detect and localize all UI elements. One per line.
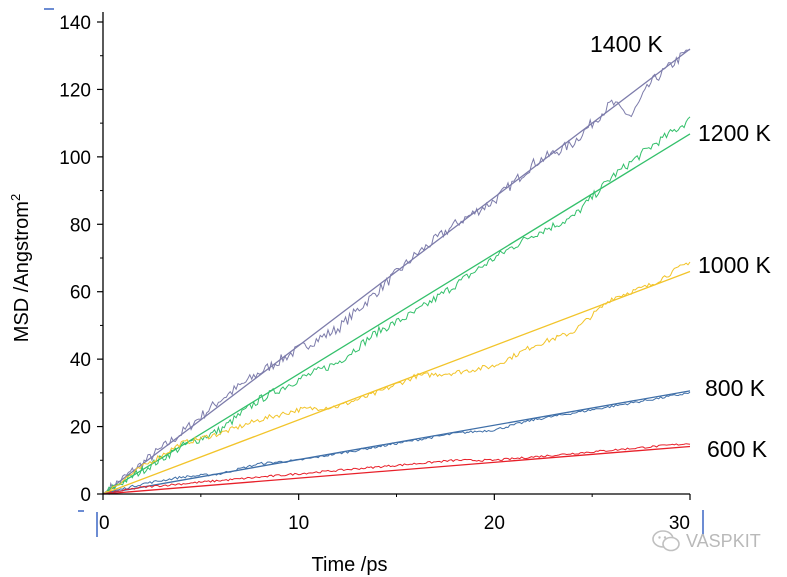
fit-line-4: [102, 445, 691, 495]
series-line-4: [102, 443, 691, 495]
series-labels: 1400 K 1200 K 1000 K 800 K 600 K: [590, 31, 772, 462]
fit-line-2: [102, 270, 691, 495]
series-label-0: 1400 K: [590, 31, 664, 57]
x-tick-label-2: 20: [484, 513, 505, 534]
fit-line-0: [102, 48, 691, 495]
plot-series: [102, 48, 691, 496]
y-axis-title-superscript: 2: [8, 194, 23, 201]
series-line-3: [102, 391, 691, 495]
axes: 0 20 40 60 80 100 120 140 0 10 20 30 Time /ps MSD /An…: [8, 8, 704, 576]
y-tick-label-7: 140: [59, 13, 91, 34]
watermark-text: VASPKIT: [686, 530, 761, 551]
watermark: VASPKIT: [652, 530, 761, 552]
wechat-icon: [652, 530, 680, 552]
series-label-2: 1000 K: [698, 252, 772, 278]
x-tick-label-0: 0: [99, 513, 110, 534]
series-line-2: [102, 261, 691, 495]
x-axis-title: Time /ps: [312, 554, 388, 576]
series-label-4: 600 K: [707, 436, 768, 462]
y-tick-label-5: 100: [59, 148, 91, 169]
y-tick-label-2: 40: [70, 350, 91, 371]
y-tick-label-1: 20: [70, 418, 91, 439]
x-tick-label-3: 30: [669, 513, 690, 534]
y-tick-label-0: 0: [80, 485, 91, 506]
y-axis-title: MSD /Angstrom2: [8, 194, 33, 342]
fit-line-3: [102, 390, 691, 495]
series-line-1: [102, 116, 691, 495]
fit-line-1: [102, 133, 691, 495]
y-tick-label-6: 120: [59, 80, 91, 101]
y-tick-label-4: 80: [70, 215, 91, 236]
series-label-1: 1200 K: [698, 120, 772, 146]
series-label-3: 800 K: [705, 375, 766, 401]
y-tick-label-3: 60: [70, 283, 91, 304]
x-tick-label-1: 10: [288, 513, 309, 534]
